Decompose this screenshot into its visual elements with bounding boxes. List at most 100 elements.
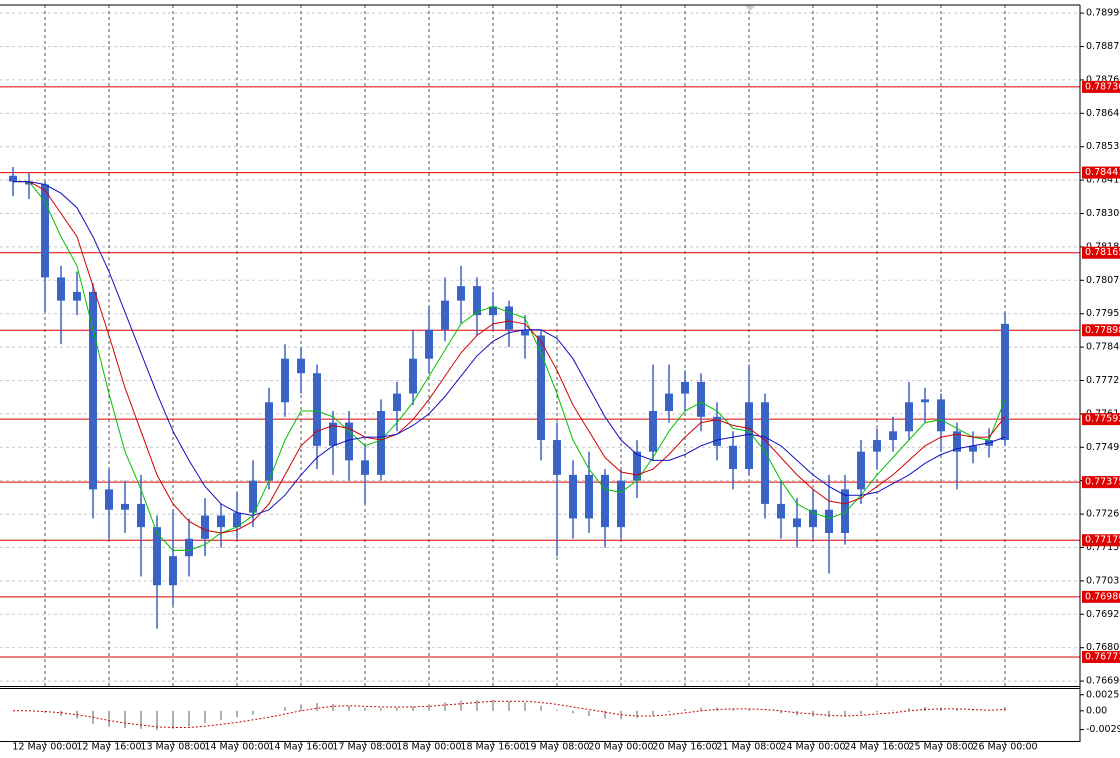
candle-body [553,440,561,475]
level-label: 0.77592 [1085,414,1120,425]
candle-body [89,291,97,490]
level-label: 0.78441 [1085,167,1120,178]
x-tick-label: 24 May 16:00 [844,742,909,753]
candle-body [649,410,657,452]
candle-body [569,474,577,519]
candle-body [489,306,497,316]
candle-body [409,358,417,394]
x-tick-label: 26 May 00:00 [972,742,1037,753]
level-label-box [1082,650,1120,663]
x-tick-label: 20 May 00:00 [588,742,653,753]
candle-body [441,300,449,330]
candle-body [249,480,257,513]
candle-body [329,422,337,446]
y-tick-label: 0.76690 [1086,676,1120,687]
x-tick-label: 12 May 00:00 [12,742,77,753]
candle-body [1001,323,1009,441]
candle-body [169,556,177,586]
y-tick-label: 0.78875 [1086,41,1120,52]
x-tick-label: 19 May 08:00 [524,742,589,753]
x-tick-label: 24 May 00:00 [780,742,845,753]
x-tick-label: 13 May 08:00 [140,742,205,753]
candle-body [793,518,801,528]
level-label-box [1082,80,1120,93]
candle-body [377,410,385,475]
shift-marker [745,6,755,11]
candle-body [729,445,737,470]
candle-body [809,509,817,528]
candle-body [681,381,689,394]
indicator-tick-label: 0.00 [1086,705,1107,716]
candle-body [457,286,465,301]
x-tick-label: 14 May 00:00 [204,742,269,753]
candle-body [665,393,673,411]
moving-average [13,181,1006,517]
y-tick-label: 0.78415 [1086,175,1120,186]
candle-body [73,291,81,301]
candle-body [25,181,33,185]
candle-body [857,451,865,490]
candle-body [361,460,369,475]
candle-body [889,431,897,441]
candle-body [921,399,929,403]
candle-body [121,503,129,510]
candle-body [297,358,305,374]
level-label-box [1082,246,1120,259]
plot [0,86,1080,731]
level-label: 0.77898 [1085,325,1120,336]
level-label-box [1082,166,1120,179]
level-label: 0.78736 [1085,81,1120,92]
candle-body [521,329,529,336]
x-tick-label: 14 May 16:00 [268,742,333,753]
candle-body [617,480,625,528]
y-tick-label: 0.77725 [1086,375,1120,386]
candle-body [697,381,705,417]
candle-body [393,393,401,411]
y-tick-label: 0.78645 [1086,108,1120,119]
candle-body [537,335,545,441]
candle-body [201,515,209,539]
x-tick-label: 20 May 16:00 [652,742,717,753]
candle-body [217,515,225,528]
level-label-box [1082,324,1120,337]
y-tick-label: 0.77495 [1086,442,1120,453]
candle-body [777,503,785,519]
candle-body [233,512,241,528]
candle-body [265,402,273,481]
level-label-box [1082,413,1120,426]
y-tick-label: 0.77955 [1086,308,1120,319]
candle-body [153,527,161,586]
candle-body [105,489,113,510]
x-tick-label: 12 May 16:00 [76,742,141,753]
level-label: 0.77175 [1085,535,1120,546]
level-label-box [1082,476,1120,489]
level-label: 0.77375 [1085,477,1120,488]
indicator-tick-label: -0.00292 [1086,724,1120,735]
candle-body [633,451,641,481]
candle-body [473,286,481,316]
x-tick-label: 25 May 08:00 [908,742,973,753]
candle-body [185,538,193,557]
candle-body [601,474,609,528]
x-tick-label: 18 May 16:00 [460,742,525,753]
moving-average [13,181,1006,551]
candle-body [745,402,753,470]
level-label: 0.76773 [1085,651,1120,662]
candle-body [505,306,513,330]
candle-body [57,277,65,301]
candle-body [953,431,961,452]
candle-body [761,402,769,504]
candle-body [585,474,593,519]
